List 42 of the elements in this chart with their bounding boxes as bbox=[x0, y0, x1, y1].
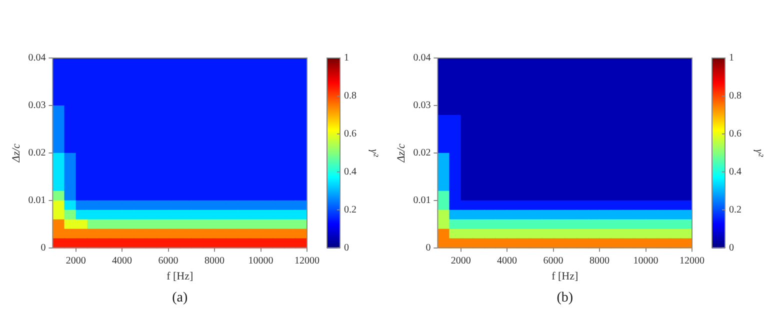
x-tick-label: 2000 bbox=[66, 255, 86, 266]
y-axis-title: Δz/c bbox=[10, 143, 22, 164]
y-tick-label: 0.01 bbox=[28, 194, 46, 206]
y-tick-label: 0.03 bbox=[28, 100, 46, 112]
x-tick-label: 4000 bbox=[497, 255, 518, 266]
x-axis-title: f [Hz] bbox=[552, 270, 578, 282]
text: (b) bbox=[556, 290, 574, 306]
color-bar-label: 0.4 bbox=[344, 166, 356, 178]
color-bar-label: 0 bbox=[344, 242, 349, 254]
x-tick-label: 12000 bbox=[680, 255, 704, 266]
y-tick-label: 0.04 bbox=[28, 52, 46, 64]
x-tick-label: 8000 bbox=[204, 255, 225, 266]
y-tick-label: 0.04 bbox=[413, 52, 431, 64]
y-tick-label: 0.02 bbox=[413, 148, 431, 159]
color-bar-label: 0.2 bbox=[344, 204, 356, 216]
color-bar-label: 0 bbox=[729, 242, 734, 254]
y-tick-label: 0.02 bbox=[28, 148, 46, 159]
x-tick-label: 8000 bbox=[590, 255, 610, 266]
color-bar-label: 0.6 bbox=[729, 128, 742, 140]
x-tick-label: 4000 bbox=[112, 255, 132, 266]
color-bar-title: γ² bbox=[368, 149, 380, 158]
x-tick-label: 6000 bbox=[158, 255, 178, 266]
y-tick-label: 0 bbox=[40, 242, 46, 254]
y-tick-label: 0.01 bbox=[413, 194, 431, 206]
color-bar-label: 1 bbox=[344, 52, 349, 64]
x-tick-label: 6000 bbox=[543, 255, 564, 266]
x-tick-label: 2000 bbox=[450, 255, 471, 266]
y-tick-label: 0.03 bbox=[413, 100, 431, 112]
color-bar-label: 0.8 bbox=[344, 90, 356, 102]
color-bar-title: γ² bbox=[753, 149, 766, 158]
color-bar-label: 0.8 bbox=[729, 90, 742, 102]
color-bar-label: 1 bbox=[729, 52, 734, 64]
y-tick-label: 0 bbox=[426, 242, 431, 254]
x-axis-title: f [Hz] bbox=[166, 270, 194, 282]
y-axis-title: Δz/c bbox=[395, 143, 408, 164]
color-bar-label: 0.2 bbox=[729, 204, 742, 216]
color-bar-label: 0.6 bbox=[344, 128, 356, 140]
text: (a) bbox=[172, 290, 188, 306]
x-tick-label: 10000 bbox=[248, 255, 274, 266]
x-tick-label: 10000 bbox=[633, 255, 658, 266]
color-bar-label: 0.4 bbox=[729, 166, 742, 178]
x-tick-label: 12000 bbox=[294, 255, 320, 266]
